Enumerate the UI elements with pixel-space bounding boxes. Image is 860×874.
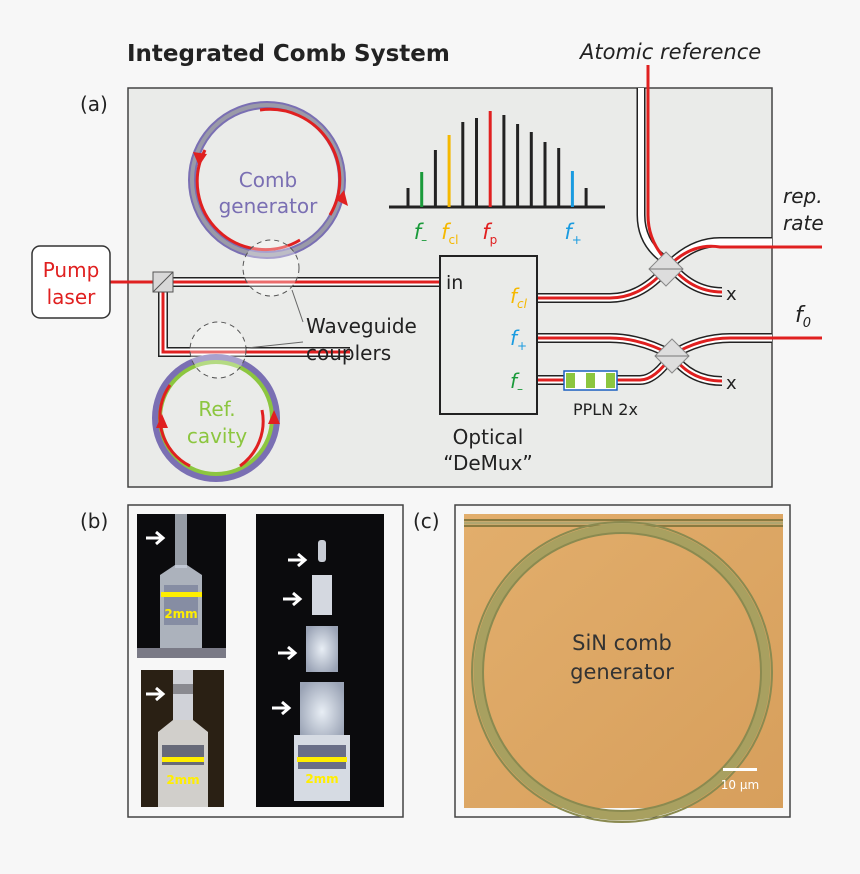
demux-caption-2: “DeMux” — [443, 451, 533, 475]
arrow-icon — [288, 552, 308, 568]
pointer-line — [246, 341, 304, 349]
arrow-icon — [146, 530, 166, 546]
label-base: f — [441, 220, 452, 244]
resonator-photo-1 — [137, 514, 226, 658]
label-base: f — [510, 284, 520, 308]
arrow-icon — [193, 152, 207, 166]
terminated-port-1: x — [726, 284, 737, 305]
figure-title: Integrated Comb System — [127, 41, 450, 67]
f0-label: f0 — [795, 303, 811, 331]
scale-label-photo-3: 2mm — [305, 772, 338, 786]
coupler-rep-rate — [648, 251, 684, 287]
f0-sub: 0 — [803, 316, 811, 331]
arrow-icon — [283, 591, 303, 607]
arrow-icon — [146, 686, 166, 702]
comb-generator-label-1: Comb — [239, 168, 297, 192]
resonator-photo-3 — [256, 514, 384, 807]
label-sub: cl — [449, 233, 459, 247]
arrow-icon — [278, 645, 298, 661]
label-base: f — [510, 326, 520, 350]
scale-bar — [723, 768, 757, 771]
pointer-line — [291, 289, 304, 323]
scale-label-photo-2: 2mm — [166, 773, 199, 787]
panel-a-label: (a) — [80, 92, 108, 116]
demux-input-label: in — [446, 272, 463, 294]
comb-spectrum — [389, 111, 605, 209]
label-sub: – — [517, 382, 523, 396]
beam-splitter-icon — [152, 271, 174, 293]
label-base: f — [510, 369, 520, 393]
coupler-f0 — [654, 338, 690, 374]
panel-c-label: (c) — [413, 509, 440, 533]
label-base: f — [482, 220, 493, 244]
spectrum-label: fcl — [441, 220, 458, 247]
panel-b-label: (b) — [80, 509, 108, 533]
waveguide-couplers-label-2: couplers — [306, 341, 391, 365]
ppln-crystal — [563, 370, 618, 391]
demux-caption-1: Optical — [453, 425, 524, 449]
arrow-icon — [336, 190, 348, 206]
arrow-icons-b — [146, 530, 308, 716]
terminated-port-2: x — [726, 373, 737, 394]
label-sub: – — [421, 233, 427, 247]
label-sub: p — [490, 233, 498, 247]
pump-laser-box — [31, 245, 111, 319]
coupler-region-comb — [242, 239, 300, 297]
comb-generator-ring — [188, 101, 348, 259]
label-base: f — [414, 220, 425, 244]
rep-rate-label-2: rate — [783, 211, 824, 235]
arrow-icon — [156, 414, 168, 428]
ppln-label: PPLN 2x — [573, 400, 638, 419]
demux-output-label: fcl — [510, 284, 528, 311]
scale-label-photo-1: 2mm — [164, 607, 197, 621]
spectrum-labels: f– fcl fp f+ — [414, 220, 582, 247]
label-sub: + — [517, 339, 527, 353]
rep-rate-label-1: rep. — [783, 184, 823, 208]
demux-output-label: f+ — [510, 326, 527, 353]
coupler-region-ref — [189, 321, 247, 379]
arrow-icon — [272, 700, 292, 716]
pump-laser-label-1: Pump — [43, 258, 100, 282]
ref-cavity-label-1: Ref. — [198, 397, 235, 421]
micrograph-label-2: generator — [570, 660, 674, 684]
ref-cavity-label-2: cavity — [187, 424, 247, 448]
demux-output-label: f– — [510, 369, 523, 396]
micrograph-label-1: SiN comb — [572, 631, 672, 655]
label-base: f — [564, 220, 575, 244]
spectrum-label: f– — [414, 220, 427, 247]
pump-laser-label-2: laser — [47, 285, 97, 309]
waveguide-couplers-label-1: Waveguide — [306, 314, 417, 338]
spectrum-label: fp — [482, 220, 497, 247]
comb-generator-label-2: generator — [219, 194, 319, 218]
f0-base: f — [795, 303, 806, 328]
ref-cavity-ring — [152, 354, 280, 482]
scale-bar-label: 10 μm — [721, 778, 759, 792]
spectrum-label: f+ — [564, 220, 581, 247]
label-sub: + — [572, 233, 582, 247]
optical-demux-box — [439, 255, 538, 415]
arrow-icon — [268, 410, 280, 424]
micrograph — [464, 514, 783, 823]
label-sub: cl — [517, 297, 528, 311]
atomic-reference-label: Atomic reference — [578, 40, 761, 64]
